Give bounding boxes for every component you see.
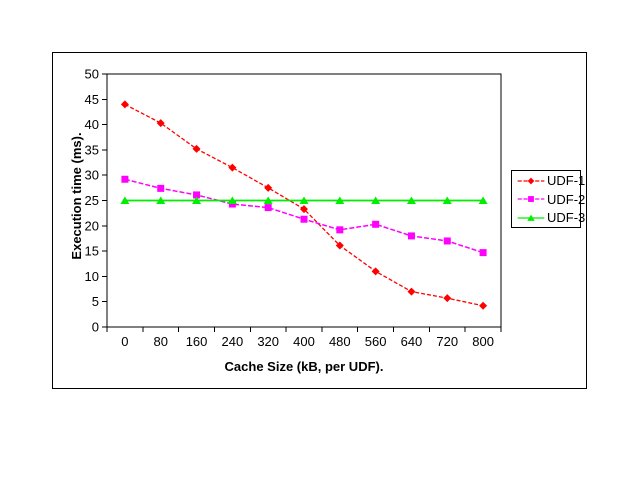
legend-label: UDF-3	[547, 210, 586, 225]
legend-swatch-diamond-icon	[517, 177, 545, 184]
legend: UDF-1 UDF-2 UDF-3	[511, 170, 585, 228]
svg-text:560: 560	[365, 334, 387, 349]
x-axis-ticks	[106, 327, 502, 332]
legend-swatch-square-icon	[517, 196, 545, 202]
series-UDF-1	[120, 100, 488, 310]
svg-text:80: 80	[153, 334, 167, 349]
svg-text:0: 0	[121, 334, 128, 349]
legend-swatch-triangle-icon	[517, 214, 545, 221]
svg-text:30: 30	[85, 168, 99, 183]
x-axis-tick-labels: 0 80 160 240 320 400 480 560 640 720 800	[121, 334, 494, 349]
svg-text:160: 160	[186, 334, 208, 349]
legend-label: UDF-2	[547, 191, 586, 207]
y-axis-ticks	[102, 73, 107, 328]
y-axis-tick-labels: 0 5 10 15 20 25 30 35 40 45 50	[85, 67, 99, 335]
legend-label: UDF-1	[547, 173, 586, 188]
plot-area: 0 5 10 15 20 25 30 35 40 45 50 0 80 160 240 320 400 480 56…	[85, 67, 502, 349]
svg-text:50: 50	[85, 67, 99, 82]
svg-text:640: 640	[401, 334, 423, 349]
legend-item-udf-1: UDF-1	[515, 172, 585, 190]
svg-text:25: 25	[85, 193, 99, 208]
legend-item-udf-2: UDF-2	[515, 190, 585, 208]
svg-text:5: 5	[92, 294, 99, 309]
svg-text:35: 35	[85, 142, 99, 157]
series-UDF-2	[121, 175, 487, 257]
svg-text:10: 10	[85, 269, 99, 284]
y-axis-title: Execution time (ms).	[69, 132, 84, 260]
series-UDF-3	[120, 196, 488, 204]
svg-text:320: 320	[257, 334, 279, 349]
svg-text:20: 20	[85, 218, 99, 233]
legend-item-udf-3: UDF-3	[515, 209, 585, 227]
svg-text:45: 45	[85, 92, 99, 107]
svg-text:480: 480	[329, 334, 351, 349]
chart-frame: 0 5 10 15 20 25 30 35 40 45 50 0 80 160 240 320 400 480 56…	[52, 52, 587, 389]
x-axis-title: Cache Size (kB, per UDF).	[224, 359, 384, 374]
svg-text:400: 400	[293, 334, 315, 349]
svg-text:720: 720	[436, 334, 458, 349]
svg-text:0: 0	[92, 320, 99, 335]
svg-text:800: 800	[472, 334, 494, 349]
svg-text:15: 15	[85, 244, 99, 259]
svg-text:240: 240	[222, 334, 244, 349]
svg-text:40: 40	[85, 117, 99, 132]
